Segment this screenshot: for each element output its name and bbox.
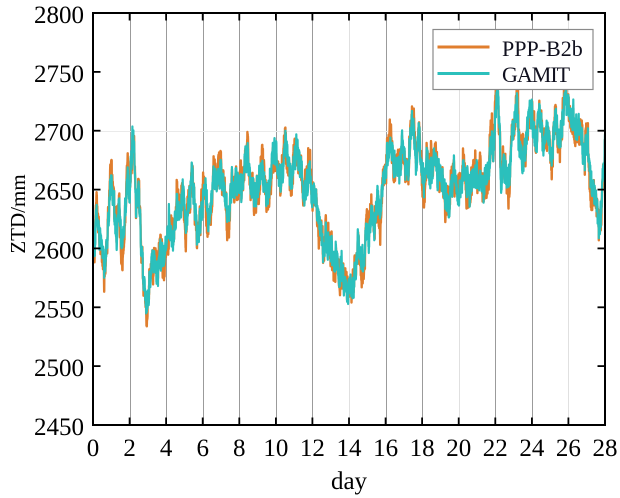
svg-text:10: 10 <box>263 435 288 462</box>
svg-text:GAMIT: GAMIT <box>502 62 571 87</box>
svg-text:22: 22 <box>483 435 508 462</box>
svg-text:2600: 2600 <box>34 237 84 264</box>
svg-text:2750: 2750 <box>34 61 84 88</box>
svg-text:8: 8 <box>233 435 246 462</box>
svg-text:2450: 2450 <box>34 414 84 441</box>
svg-text:2800: 2800 <box>34 2 84 29</box>
svg-text:20: 20 <box>446 435 471 462</box>
svg-text:2500: 2500 <box>34 355 84 382</box>
svg-text:PPP-B2b: PPP-B2b <box>502 36 583 61</box>
svg-text:14: 14 <box>337 435 363 462</box>
svg-text:2650: 2650 <box>34 179 84 206</box>
svg-text:2550: 2550 <box>34 296 84 323</box>
svg-text:16: 16 <box>373 435 398 462</box>
svg-text:ZTD/mm: ZTD/mm <box>6 174 30 253</box>
svg-text:day: day <box>331 468 368 495</box>
svg-text:12: 12 <box>300 435 325 462</box>
svg-text:2700: 2700 <box>34 120 84 147</box>
svg-text:28: 28 <box>593 435 618 462</box>
svg-text:0: 0 <box>87 435 100 462</box>
svg-text:4: 4 <box>160 435 173 462</box>
svg-text:26: 26 <box>556 435 581 462</box>
svg-text:24: 24 <box>519 435 545 462</box>
svg-text:6: 6 <box>196 435 209 462</box>
svg-text:2: 2 <box>123 435 136 462</box>
svg-text:18: 18 <box>410 435 435 462</box>
